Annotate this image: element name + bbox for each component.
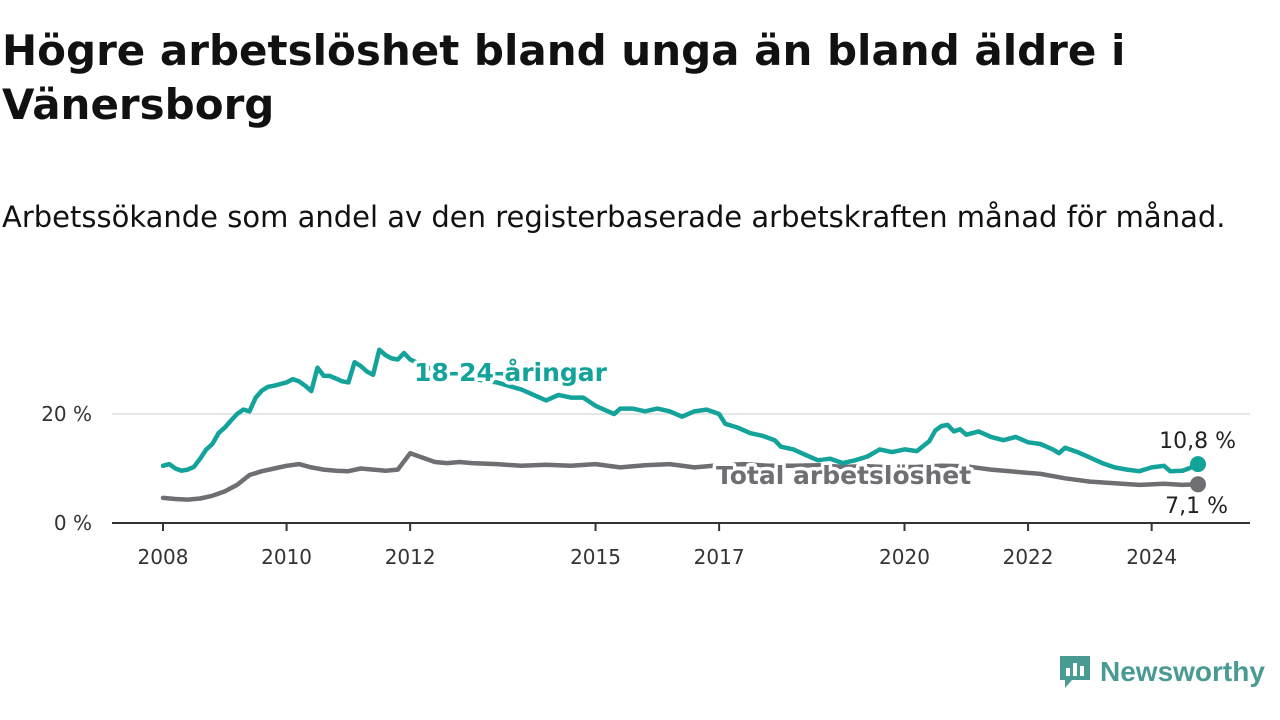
end-point-total [1190,476,1206,493]
series-line-youth [160,347,1201,474]
series-line-total [160,450,1201,502]
x-tick-label: 2010 [261,545,312,569]
end-value-youth: 10,8 % [1159,429,1236,454]
x-tick-label: 2020 [879,545,930,569]
series-label-youth: 18-24-åringar [414,358,608,387]
newsworthy-logo: Newsworthy [1058,654,1265,690]
end-point-youth [1190,456,1206,473]
x-tick-label: 2008 [138,545,189,569]
chart-title: Högre arbetslöshet bland unga än bland ä… [2,26,1126,129]
newsworthy-logo-icon [1060,656,1090,688]
axes: 0 % 20 % 2008 2010 2012 2015 2017 2020 2022 2024 [41,402,1250,569]
chart-subtitle: Arbetssökande som andel av den registerb… [2,200,1226,234]
x-tick-label: 2022 [1003,545,1054,569]
x-tick-label: 2017 [694,545,745,569]
y-tick-label: 20 % [41,402,92,426]
x-tick-label: 2024 [1126,545,1177,569]
x-tick-label: 2015 [570,545,621,569]
series-labels: 18-24-åringar Total arbetslöshet 10,8 % … [411,355,1237,520]
series-label-total: Total arbetslöshet [716,461,971,490]
x-tick-label: 2012 [385,545,436,569]
series-lines [160,347,1206,502]
y-tick-label: 0 % [54,511,92,535]
end-value-total: 7,1 % [1165,494,1228,519]
brand-name: Newsworthy [1100,656,1265,687]
